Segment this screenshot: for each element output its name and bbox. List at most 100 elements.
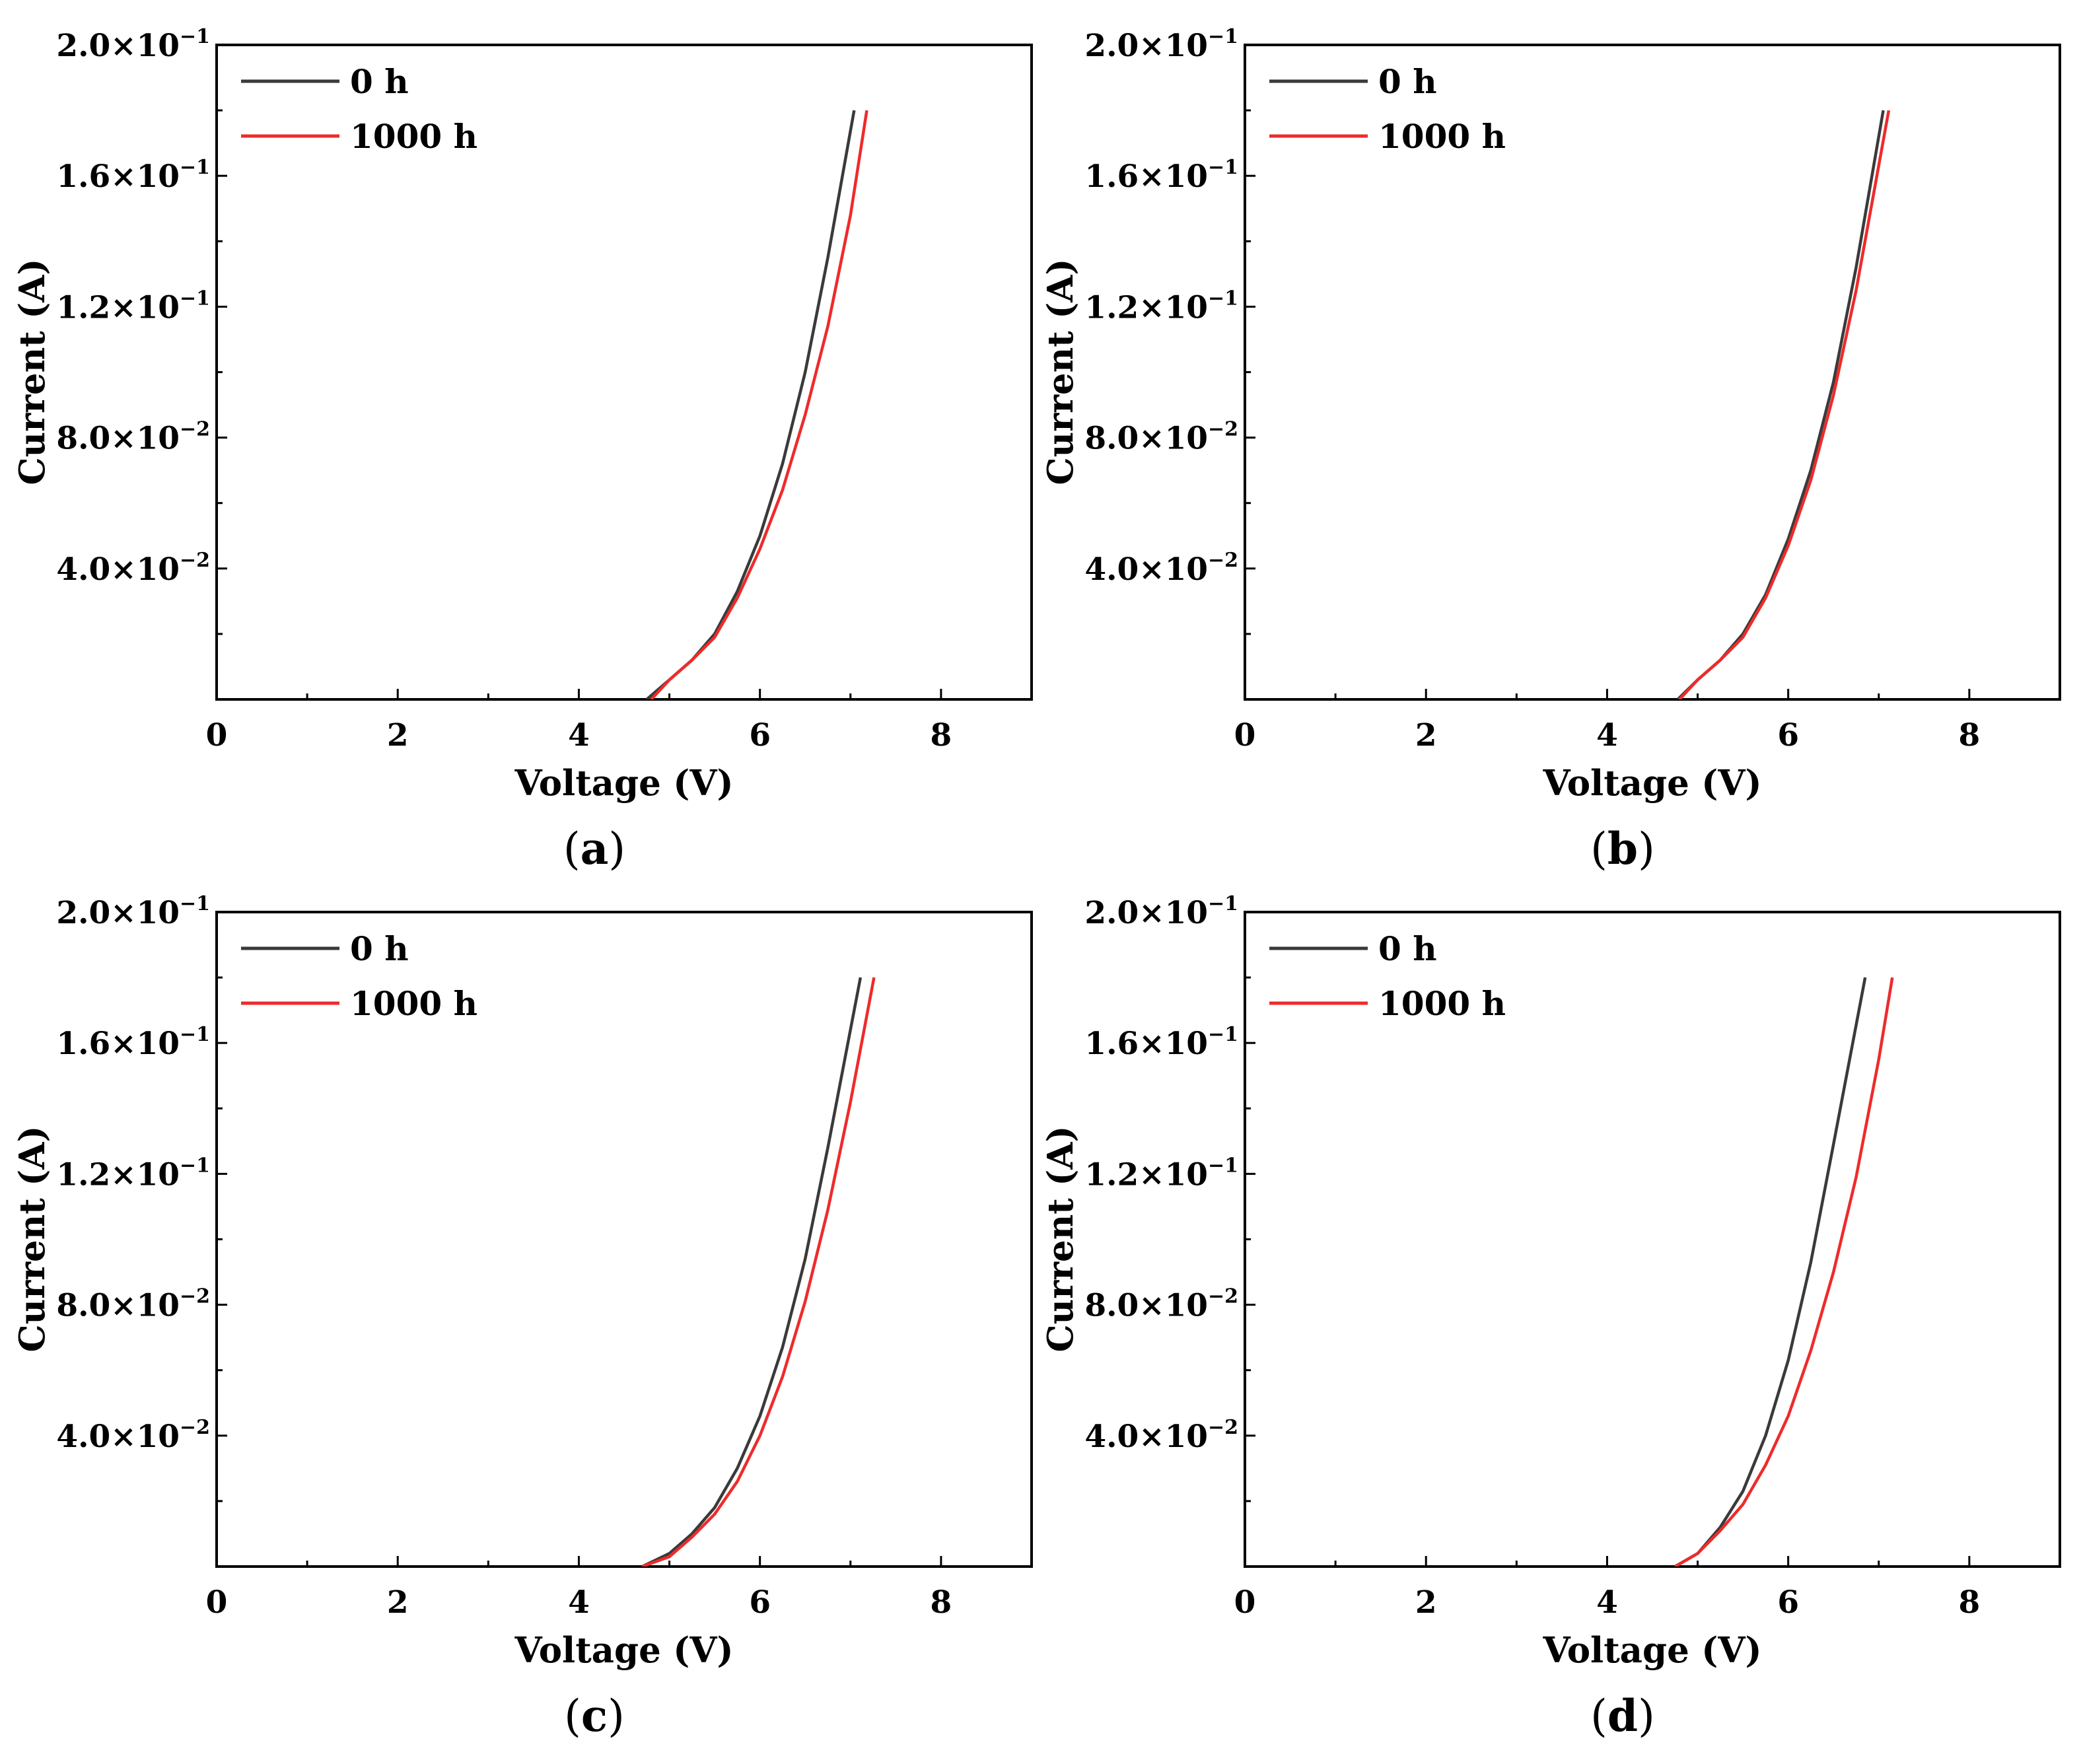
y-tick-mantissa: 1.6×10 [56, 1026, 180, 1062]
y-tick-exponent: −1 [180, 1154, 210, 1177]
y-tick-exponent: −1 [180, 892, 210, 915]
legend-label: 1000 h [350, 984, 477, 1023]
series-line-1000h [1674, 977, 1894, 1567]
y-tick-exponent: −1 [1208, 1154, 1238, 1177]
series-line-0h [641, 977, 863, 1567]
x-axis-title: Voltage (V) [514, 763, 733, 804]
x-tick-label: 6 [1777, 717, 1799, 754]
panel-label: (c) [564, 1690, 625, 1742]
x-axis-title: Voltage (V) [1542, 1630, 1761, 1671]
chart-panel-a: 0 2 4 6 84.0×10−28.0×10−21.2×10−11.6×10−12.0… [12, 25, 1033, 874]
x-tick-label: 0 [206, 1584, 228, 1621]
y-tick-exponent: −2 [180, 418, 210, 441]
legend-label: 0 h [1378, 62, 1437, 101]
y-tick-label: 1.6×10−1 [56, 1023, 210, 1062]
y-axis-title: Current (A) [12, 1125, 53, 1352]
x-tick-label: 4 [1596, 1584, 1618, 1621]
y-tick-exponent: −1 [1208, 1023, 1238, 1046]
y-tick-mantissa: 4.0×10 [56, 551, 180, 588]
y-tick-mantissa: 1.2×10 [1084, 1156, 1208, 1193]
x-tick-label: 6 [1777, 1584, 1799, 1621]
y-tick-label: 4.0×10−2 [1084, 549, 1238, 588]
y-tick-exponent: −1 [1208, 892, 1238, 915]
series-line-1000h [650, 110, 868, 699]
series-line-1000h [1678, 110, 1891, 699]
plot-frame [215, 911, 1033, 1568]
y-tick-mantissa: 1.6×10 [1084, 159, 1208, 195]
y-tick-mantissa: 1.6×10 [1084, 1026, 1208, 1062]
y-tick-exponent: −1 [180, 1023, 210, 1046]
x-tick-label: 0 [1234, 1584, 1256, 1621]
y-tick-label: 8.0×10−2 [56, 418, 210, 457]
y-tick-exponent: −1 [180, 156, 210, 179]
y-tick-label: 1.6×10−1 [1084, 156, 1238, 195]
y-tick-label: 1.6×10−1 [1084, 1023, 1238, 1062]
x-tick-label: 2 [1415, 1584, 1437, 1621]
y-tick-exponent: −2 [180, 1416, 210, 1439]
x-tick-label: 8 [931, 717, 952, 754]
y-tick-label: 8.0×10−2 [1084, 1285, 1238, 1324]
y-tick-label: 4.0×10−2 [56, 1416, 210, 1455]
x-tick-label: 8 [931, 1584, 952, 1621]
y-tick-exponent: −2 [1208, 1416, 1238, 1439]
panel-label: (d) [1590, 1690, 1655, 1742]
legend-label: 0 h [350, 929, 409, 968]
legend-label: 1000 h [1378, 984, 1506, 1023]
y-tick-exponent: −1 [1208, 287, 1238, 310]
panel-label: (b) [1590, 823, 1655, 874]
x-tick-label: 0 [206, 717, 228, 754]
y-tick-label: 2.0×10−1 [56, 892, 210, 931]
series-line-0h [1674, 977, 1867, 1567]
x-tick-label: 6 [749, 1584, 771, 1621]
y-tick-mantissa: 4.0×10 [1084, 1419, 1208, 1455]
y-tick-mantissa: 2.0×10 [1084, 895, 1208, 931]
x-tick-label: 8 [1959, 717, 1981, 754]
y-tick-mantissa: 2.0×10 [56, 28, 180, 64]
y-tick-mantissa: 1.2×10 [1084, 289, 1208, 326]
y-tick-mantissa: 1.2×10 [56, 1156, 180, 1193]
y-axis-title: Current (A) [1040, 258, 1081, 485]
y-tick-mantissa: 1.6×10 [56, 159, 180, 195]
y-tick-label: 1.2×10−1 [1084, 287, 1238, 326]
y-tick-mantissa: 8.0×10 [1084, 421, 1208, 457]
chart-panel-d: 0 2 4 6 84.0×10−28.0×10−21.2×10−11.6×10−12.0… [1040, 892, 2061, 1742]
y-tick-mantissa: 1.2×10 [56, 289, 180, 326]
chart-panel-c: 0 2 4 6 84.0×10−28.0×10−21.2×10−11.6×10−12.0… [12, 892, 1033, 1742]
series-line-0h [1676, 110, 1885, 699]
x-tick-label: 2 [387, 1584, 409, 1621]
y-tick-label: 8.0×10−2 [1084, 418, 1238, 457]
y-tick-label: 4.0×10−2 [1084, 1416, 1238, 1455]
x-tick-label: 0 [1234, 717, 1256, 754]
y-tick-exponent: −1 [180, 25, 210, 48]
x-tick-label: 4 [568, 717, 590, 754]
y-tick-label: 1.2×10−1 [1084, 1154, 1238, 1193]
y-tick-label: 2.0×10−1 [1084, 25, 1238, 64]
y-tick-label: 1.2×10−1 [56, 1154, 210, 1193]
y-tick-mantissa: 2.0×10 [56, 895, 180, 931]
y-tick-label: 8.0×10−2 [56, 1285, 210, 1324]
x-axis-title: Voltage (V) [514, 1630, 733, 1671]
x-tick-label: 2 [1415, 717, 1437, 754]
plot-frame [1244, 44, 2061, 701]
y-tick-label: 1.2×10−1 [56, 287, 210, 326]
y-tick-exponent: −1 [1208, 156, 1238, 179]
legend-label: 1000 h [350, 117, 477, 156]
y-tick-exponent: −1 [1208, 25, 1238, 48]
x-axis-title: Voltage (V) [1542, 763, 1761, 804]
y-tick-mantissa: 8.0×10 [56, 421, 180, 457]
y-tick-mantissa: 2.0×10 [1084, 28, 1208, 64]
x-tick-label: 4 [568, 1584, 590, 1621]
x-tick-label: 4 [1596, 717, 1618, 754]
series-line-1000h [641, 977, 876, 1567]
y-tick-mantissa: 4.0×10 [1084, 551, 1208, 588]
series-line-0h [645, 110, 856, 699]
y-tick-label: 1.6×10−1 [56, 156, 210, 195]
y-tick-mantissa: 8.0×10 [56, 1288, 180, 1324]
y-tick-exponent: −2 [180, 1285, 210, 1308]
y-tick-exponent: −2 [1208, 418, 1238, 441]
y-tick-mantissa: 8.0×10 [1084, 1288, 1208, 1324]
x-tick-label: 6 [749, 717, 771, 754]
y-tick-label: 4.0×10−2 [56, 549, 210, 588]
y-tick-mantissa: 4.0×10 [56, 1419, 180, 1455]
